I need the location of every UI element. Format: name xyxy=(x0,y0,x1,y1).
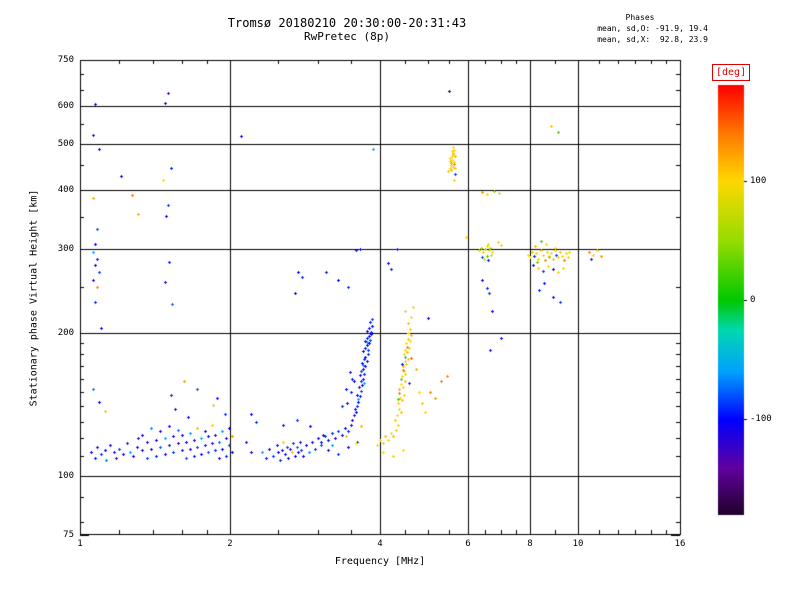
y-tick-label: 75 xyxy=(63,530,74,540)
phase-stats: Phases mean, sd,O: -91.9, 19.4 mean, sd,… xyxy=(572,12,708,45)
y-axis-label: Stationary phase Virtual Height [km] xyxy=(28,189,40,407)
y-tick-label: 100 xyxy=(57,471,74,481)
colorbar-unit-label: [deg] xyxy=(712,64,751,81)
x-tick-label: 4 xyxy=(377,539,383,549)
y-tick-label: 600 xyxy=(57,101,74,111)
phase-stats-heading: Phases xyxy=(625,13,655,22)
x-tick-label: 1 xyxy=(77,539,83,549)
y-tick-label: 500 xyxy=(57,139,74,149)
phase-stats-o-mode: mean, sd,O: -91.9, 19.4 xyxy=(597,24,708,33)
x-axis-label: Frequency [MHz] xyxy=(334,556,426,567)
x-tick-label: 10 xyxy=(572,539,584,549)
x-tick-label: 8 xyxy=(527,539,533,549)
y-tick-label: 200 xyxy=(57,328,74,338)
y-tick-label: 400 xyxy=(57,185,74,195)
colorbar-tick-label: 0 xyxy=(750,295,756,305)
y-tick-label: 300 xyxy=(57,244,74,254)
x-tick-label: 6 xyxy=(465,539,471,549)
y-tick-label: 750 xyxy=(57,55,74,65)
x-tick-label: 16 xyxy=(674,539,686,549)
plot-title: Tromsø 20180210 20:30:00-20:31:43 xyxy=(227,16,467,30)
colorbar-tick-label: 100 xyxy=(750,176,767,186)
x-tick-label: 2 xyxy=(227,539,233,549)
colorbar-tick-label: -100 xyxy=(750,414,772,424)
plot-subtitle: RwPretec (8p) xyxy=(303,30,391,43)
phase-stats-x-mode: mean, sd,X: 92.8, 23.9 xyxy=(597,35,708,44)
